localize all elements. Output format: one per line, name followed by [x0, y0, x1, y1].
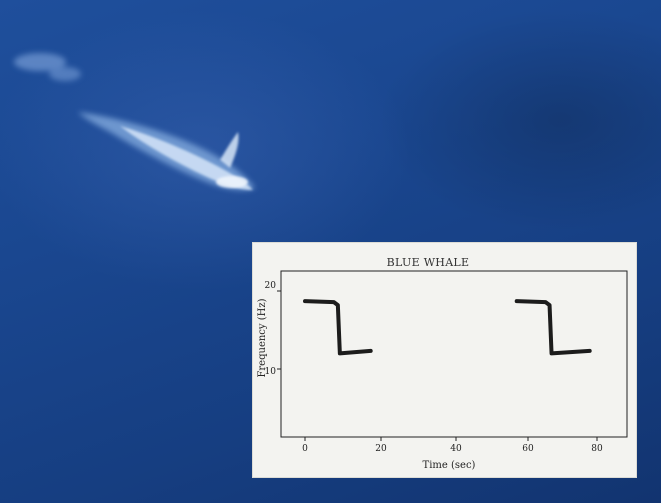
x-tick-label: 80 — [591, 444, 603, 454]
y-tick-label: 10 — [265, 367, 277, 377]
x-axis-label: Time (sec) — [423, 460, 476, 471]
spectrogram-inset: BLUE WHALE Frequency (Hz) 20 10 0 20 40 … — [253, 243, 636, 477]
y-tick-label: 20 — [265, 281, 277, 291]
blue-whale — [78, 112, 255, 191]
x-axis-ticks: 0 20 40 60 80 — [302, 437, 603, 454]
call-traces — [303, 299, 592, 356]
whale-tail-wake — [14, 53, 81, 81]
chart-title: BLUE WHALE — [387, 256, 470, 269]
x-tick-label: 40 — [450, 444, 462, 454]
y-axis-label: Frequency (Hz) — [257, 298, 268, 377]
x-tick-label: 20 — [375, 444, 387, 454]
x-tick-label: 0 — [302, 444, 308, 454]
whale-call-trace-2 — [514, 299, 592, 356]
whale-call-trace-1 — [303, 299, 373, 356]
plot-frame — [280, 270, 628, 438]
x-tick-label: 60 — [522, 444, 534, 454]
spectrogram-chart: BLUE WHALE Frequency (Hz) 20 10 0 20 40 … — [257, 256, 628, 471]
